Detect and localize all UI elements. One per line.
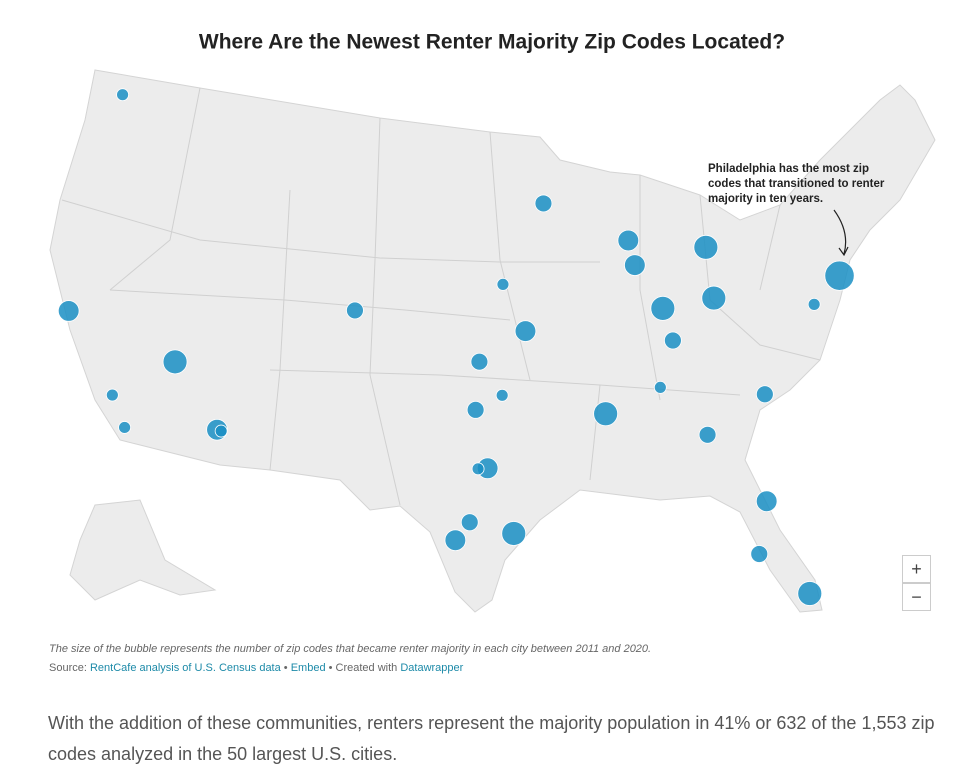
bubble [653,381,667,394]
us-alaska [69,499,217,601]
bubble [755,385,774,404]
annotation: majority in ten years. [708,193,823,205]
source-label: Source: [49,662,90,674]
zoom-in[interactable]: + [902,555,931,583]
bubble [346,301,364,320]
separator: • [280,662,291,674]
annotation: codes that transitioned to renter [708,178,885,190]
bubble [466,400,485,419]
source-link[interactable]: RentCafe analysis of U.S. Census data [89,662,281,674]
bubble [797,581,823,606]
bubble [693,234,719,260]
datawrapper-link[interactable]: Datawrapper [400,662,464,674]
bubble [593,401,619,427]
bubble [57,300,80,322]
chart-title: Where Are the Newest Renter Majority Zip… [199,31,785,54]
bubble [824,260,855,291]
annotation-arrow [833,209,849,257]
credit: • Created with [325,662,401,674]
paragraph: With the addition of these communities, … [48,713,935,764]
bubble [501,521,527,546]
bubble [495,388,509,402]
bubble [701,285,727,311]
bubble [471,462,485,476]
bubble [807,297,821,311]
bubble [105,388,119,402]
annotation: Philadelphia has the most zip [708,163,869,175]
bubble [118,421,131,434]
bubble [664,331,682,350]
bubble [755,490,778,513]
bubble [698,425,717,444]
bubble [116,88,129,102]
zoom-out[interactable]: − [902,583,931,611]
map: Where Are the Newest Renter Majority Zip… [49,31,936,613]
bubble [624,254,646,276]
bubble [470,352,489,371]
bubble [617,229,640,252]
state-lines [61,87,821,506]
bubble [460,513,479,532]
embed-link[interactable]: Embed [290,662,326,674]
bubble [750,545,769,563]
bubble [650,295,676,321]
bubble [514,320,537,342]
bubble [214,424,228,438]
bubble [162,349,188,375]
footnote: The size of the bubble represents the nu… [49,643,652,655]
bubble [444,529,467,552]
us-outline [49,69,936,613]
source: Source: RentCafe analysis of U.S. Census… [49,662,463,674]
bubble [496,277,510,291]
bubble [534,194,553,213]
